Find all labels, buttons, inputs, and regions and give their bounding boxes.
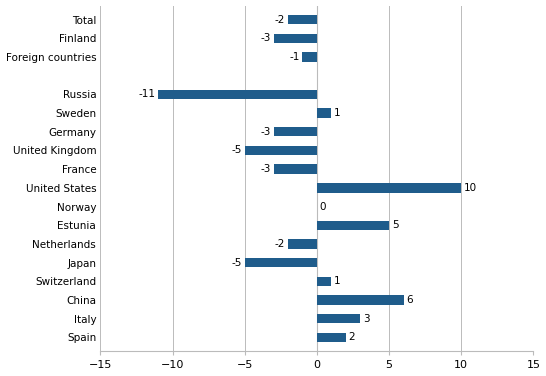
Bar	[158, 90, 317, 99]
Bar	[317, 295, 403, 305]
Bar	[317, 333, 346, 342]
Text: -11: -11	[138, 89, 155, 99]
Text: 1: 1	[334, 108, 341, 118]
Bar	[274, 164, 317, 174]
Bar	[274, 127, 317, 136]
Bar	[245, 258, 317, 267]
Text: 5: 5	[392, 220, 399, 230]
Text: -1: -1	[289, 52, 300, 62]
Text: 0: 0	[320, 202, 327, 212]
Text: 3: 3	[363, 314, 370, 324]
Bar	[288, 239, 317, 249]
Text: 1: 1	[334, 276, 341, 286]
Text: -2: -2	[275, 239, 285, 249]
Text: -5: -5	[232, 258, 242, 268]
Text: -3: -3	[260, 127, 271, 137]
Bar	[317, 277, 331, 286]
Text: -2: -2	[275, 15, 285, 24]
Text: -5: -5	[232, 146, 242, 155]
Bar	[317, 183, 461, 193]
Bar	[317, 221, 389, 230]
Bar	[302, 52, 317, 62]
Text: -3: -3	[260, 164, 271, 174]
Text: 6: 6	[406, 295, 413, 305]
Bar	[274, 33, 317, 43]
Text: 2: 2	[349, 332, 355, 343]
Bar	[245, 146, 317, 155]
Text: -3: -3	[260, 33, 271, 43]
Bar	[288, 15, 317, 24]
Bar	[317, 108, 331, 118]
Text: 10: 10	[464, 183, 477, 193]
Bar	[317, 314, 360, 323]
